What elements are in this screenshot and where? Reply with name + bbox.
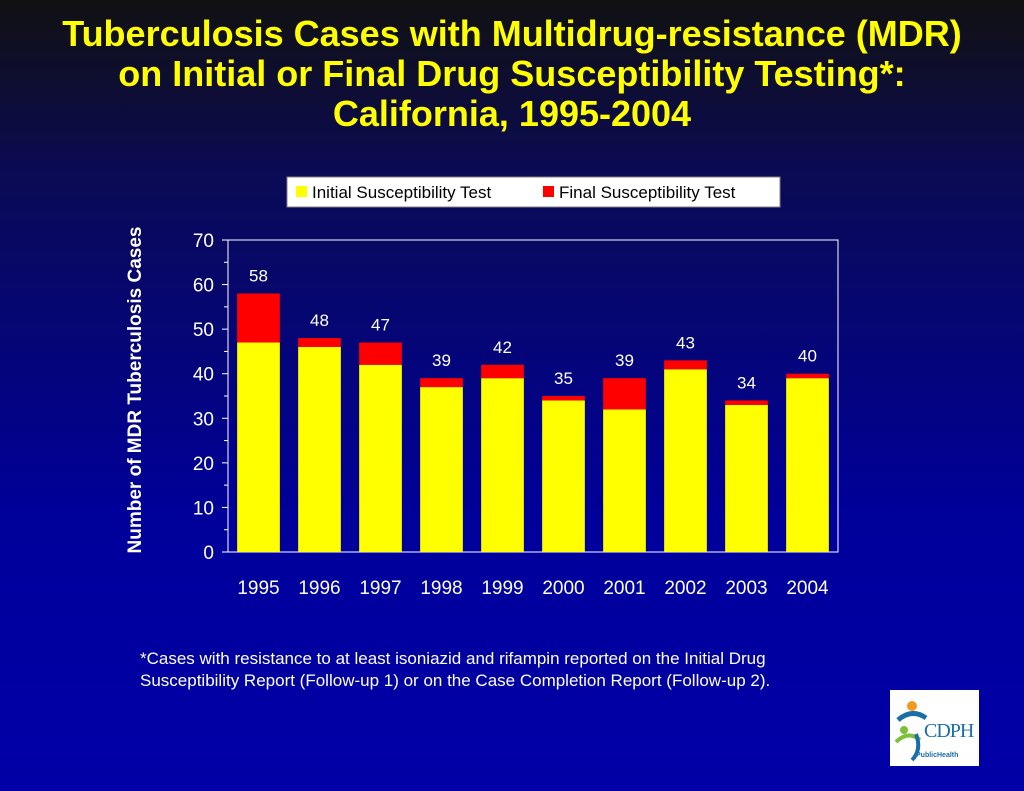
x-tick-label: 2004 xyxy=(786,578,829,599)
bar-initial xyxy=(603,409,646,552)
plot-area: 0 10 20 30 40 50 60 70 58 1995 48 1996 47 1997 39 1998 4… xyxy=(193,231,839,599)
footnote: *Cases with resistance to at least isoni… xyxy=(140,649,771,690)
legend-swatch xyxy=(296,186,307,197)
bar-initial xyxy=(237,342,280,552)
data-label: 58 xyxy=(249,266,268,285)
bar-initial xyxy=(542,400,585,552)
data-label: 43 xyxy=(676,333,695,352)
bar-initial xyxy=(420,387,463,552)
bar-chart: Initial Susceptibility Test Final Suscept… xyxy=(125,176,839,599)
data-label: 39 xyxy=(615,351,634,370)
data-label: 48 xyxy=(310,311,329,330)
bar-initial xyxy=(786,378,829,552)
x-tick-label: 1997 xyxy=(359,578,401,599)
x-tick-label: 2000 xyxy=(542,578,584,599)
logo-text: CDPH xyxy=(924,720,974,742)
x-tick-label: 2003 xyxy=(725,578,767,599)
bar-initial xyxy=(359,364,402,552)
bar-final xyxy=(420,378,463,388)
bar-final xyxy=(542,396,585,401)
y-tick-label: 60 xyxy=(193,276,214,297)
bar-final xyxy=(481,364,524,379)
chart-title: Tuberculosis Cases with Multidrug-resist… xyxy=(62,13,962,134)
y-tick-label: 40 xyxy=(193,365,214,386)
cdph-logo: CDPH PublicHealth xyxy=(890,690,979,766)
y-axis-label: Number of MDR Tuberculosis Cases xyxy=(125,227,146,554)
y-tick-label: 30 xyxy=(193,409,214,430)
legend-entry: Final Susceptibility Test xyxy=(559,183,736,202)
x-tick-label: 1995 xyxy=(237,578,279,599)
legend: Initial Susceptibility Test Final Suscept… xyxy=(286,176,781,208)
bar-initial xyxy=(664,369,707,552)
y-tick-label: 0 xyxy=(203,543,214,564)
bar-final xyxy=(664,360,707,370)
bar-initial xyxy=(725,404,768,552)
data-label: 35 xyxy=(554,369,573,388)
bar-initial xyxy=(298,346,341,552)
x-tick-label: 1999 xyxy=(481,578,523,599)
x-tick-label: 2002 xyxy=(664,578,706,599)
data-label: 47 xyxy=(371,316,390,335)
x-tick-label: 1998 xyxy=(420,578,462,599)
data-label: 42 xyxy=(493,338,512,357)
x-tick-label: 2001 xyxy=(603,578,645,599)
data-label: 34 xyxy=(737,373,756,392)
bar-final xyxy=(603,378,646,410)
legend-entry: Initial Susceptibility Test xyxy=(312,183,491,202)
x-tick-label: 1996 xyxy=(298,578,340,599)
bar-final xyxy=(725,400,768,405)
legend-swatch xyxy=(543,186,554,197)
y-tick-label: 50 xyxy=(193,320,214,341)
bar-final xyxy=(298,338,341,347)
bar-initial xyxy=(481,378,524,552)
cdph-logo-icon xyxy=(894,701,928,762)
bar-final xyxy=(237,293,280,343)
data-label: 39 xyxy=(432,351,451,370)
bar-final xyxy=(786,373,829,379)
logo-subtext: PublicHealth xyxy=(916,752,959,759)
y-tick-label: 20 xyxy=(193,454,214,475)
legend-box xyxy=(286,176,781,208)
y-tick-label: 10 xyxy=(193,498,214,519)
bar-final xyxy=(359,342,402,365)
y-tick-label: 70 xyxy=(193,231,214,252)
data-label: 40 xyxy=(798,347,817,366)
